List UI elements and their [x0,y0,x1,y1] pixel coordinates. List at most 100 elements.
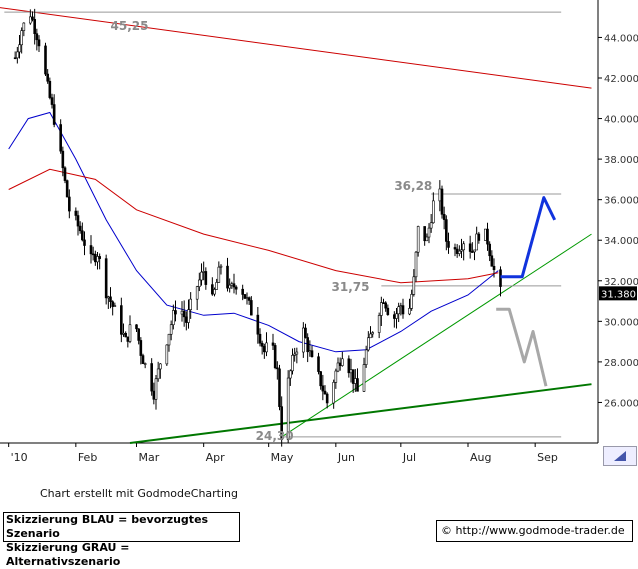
candle-body [241,288,244,295]
x-tick-label: Jul [402,451,416,464]
candle-body [61,150,65,169]
x-tick-label: Sep [537,451,558,464]
candle-body [455,248,459,254]
candle-body [319,371,322,387]
candle-body [59,124,62,152]
y-tick-label: 36.000 [604,196,638,207]
candle-body [362,364,366,392]
x-tick-label: May [271,451,294,464]
candle-body [278,368,281,407]
candle-body [410,294,413,309]
candle-body [217,266,221,283]
candle-body [104,258,108,299]
scenario-path [496,307,548,387]
candle-body [172,310,175,326]
x-tick-label: '10 [11,451,28,464]
moving-average-line [8,111,499,353]
candle-body [13,57,17,60]
candle-body [384,302,387,309]
candle-body [174,310,177,315]
chart-scroll-button[interactable] [603,446,637,466]
candle-body [20,30,23,46]
y-tick-label: 26.000 [604,398,638,409]
candle-body [460,249,463,252]
candle-body [18,44,21,53]
price-annotation: 36,28 [394,179,432,193]
x-tick-label: Apr [206,451,226,464]
candle-body [289,370,292,379]
candle-body [165,344,169,365]
candle-body [128,324,132,342]
candle-body [232,283,236,288]
candle-body [74,210,78,216]
moving-average-line [8,168,499,284]
candle-body [380,302,383,316]
candle-body [44,45,47,75]
y-tick-label: 44.000 [604,33,638,44]
candle-body [490,255,494,267]
candle-body [245,297,249,299]
candle-body [332,382,335,404]
candle-body [334,370,338,383]
candle-body [354,378,357,384]
chart-credit: Chart erstellt mit GodmodeCharting [40,487,238,500]
candle-body [202,271,205,273]
candle-body [169,324,173,335]
candle-body [37,39,41,47]
candle-body [393,314,396,319]
candle-body [386,307,390,315]
y-tick-label: 38.000 [604,155,638,166]
candle-body [52,104,56,125]
candle-body [408,308,411,315]
candle-body [260,342,264,347]
y-tick-label: 30.000 [604,317,638,328]
candle-body [98,256,101,259]
candle-body [204,271,208,285]
candle-body [492,265,496,271]
trend-line [281,233,592,438]
candle-body [126,336,130,342]
last-price-label: 31.380 [601,289,636,300]
candle-body [200,271,203,281]
candle-body [377,315,381,333]
candle-body [347,358,351,374]
legend-grey: Skizzierung GRAU = Alternativszenario [6,541,130,568]
price-annotation: 24,30 [256,429,294,443]
source-link[interactable]: © http://www.godmode-trader.de [436,520,633,542]
candle-body [124,332,127,338]
scenario-path [500,196,557,279]
candle-body [50,97,54,105]
candle-body [154,378,158,400]
candle-body [471,251,474,253]
candle-body [111,301,114,307]
candle-body [230,283,234,286]
scenario-legend: Skizzierung BLAU = bevorzugtes Szenario … [3,512,240,568]
candle-body [141,355,145,364]
candle-body [295,351,299,355]
candle-body [265,342,268,353]
candle-body [338,362,342,366]
candle-body [65,180,69,198]
candle-body [317,356,320,372]
candle-body [286,377,290,441]
candle-body [310,350,314,358]
candle-body [302,327,305,353]
candle-body [76,215,80,227]
candle-body [397,306,400,315]
candle-body [321,385,325,392]
candle-body [81,230,84,241]
candle-body [468,243,472,252]
candle-body [412,276,416,295]
candle-body [234,286,238,290]
candle-body [182,310,186,318]
candle-body [423,226,426,242]
source-url[interactable]: http://www.godmode-trader.de [455,524,625,537]
y-tick-label: 28.000 [604,358,638,369]
candle-body [351,369,355,384]
candle-body [150,363,153,392]
candle-body [349,369,353,374]
candle-body [91,253,95,256]
candle-body [159,363,162,370]
candle-body [143,363,147,365]
copyright-symbol: © [441,524,452,537]
